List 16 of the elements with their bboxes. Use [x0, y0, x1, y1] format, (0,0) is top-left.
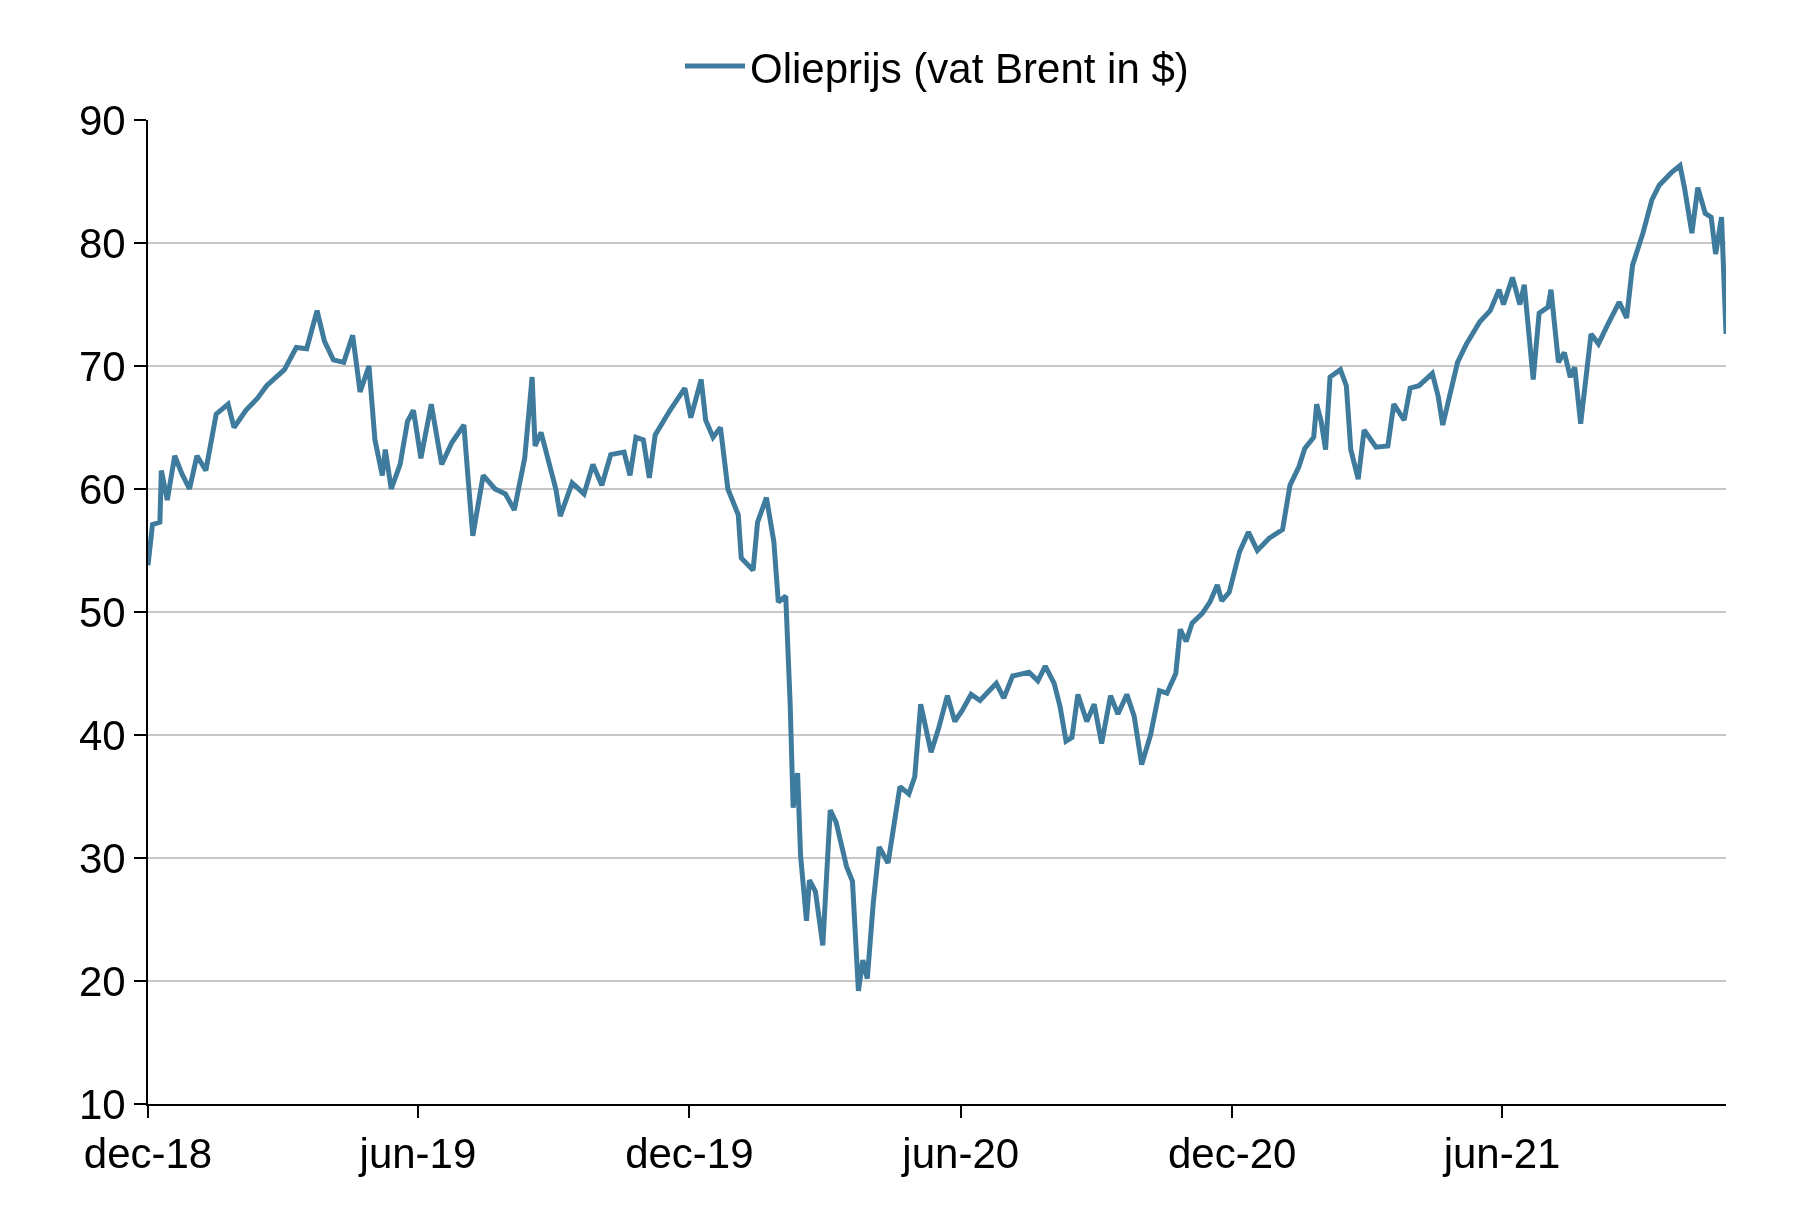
- y-tick-label: 10: [78, 1080, 126, 1128]
- y-tick-label: 20: [78, 957, 126, 1005]
- x-tick-label: dec-18: [83, 1130, 213, 1178]
- y-tick-label: 50: [78, 588, 126, 636]
- x-tick-label: dec-20: [1167, 1130, 1297, 1178]
- y-tick-label: 40: [78, 711, 126, 759]
- y-tick-label: 30: [78, 834, 126, 882]
- legend-label: Olieprijs (vat Brent in $): [750, 44, 1189, 92]
- y-tick-label: 60: [78, 465, 126, 513]
- y-tick-label: 90: [78, 96, 126, 144]
- x-tick-label: jun-19: [357, 1130, 477, 1178]
- y-tick-label: 70: [78, 342, 126, 390]
- x-tick-label: dec-19: [625, 1130, 754, 1178]
- x-tick-label: jun-21: [1441, 1130, 1561, 1178]
- y-tick-label: 80: [78, 219, 126, 267]
- x-tick-label: jun-20: [900, 1130, 1020, 1178]
